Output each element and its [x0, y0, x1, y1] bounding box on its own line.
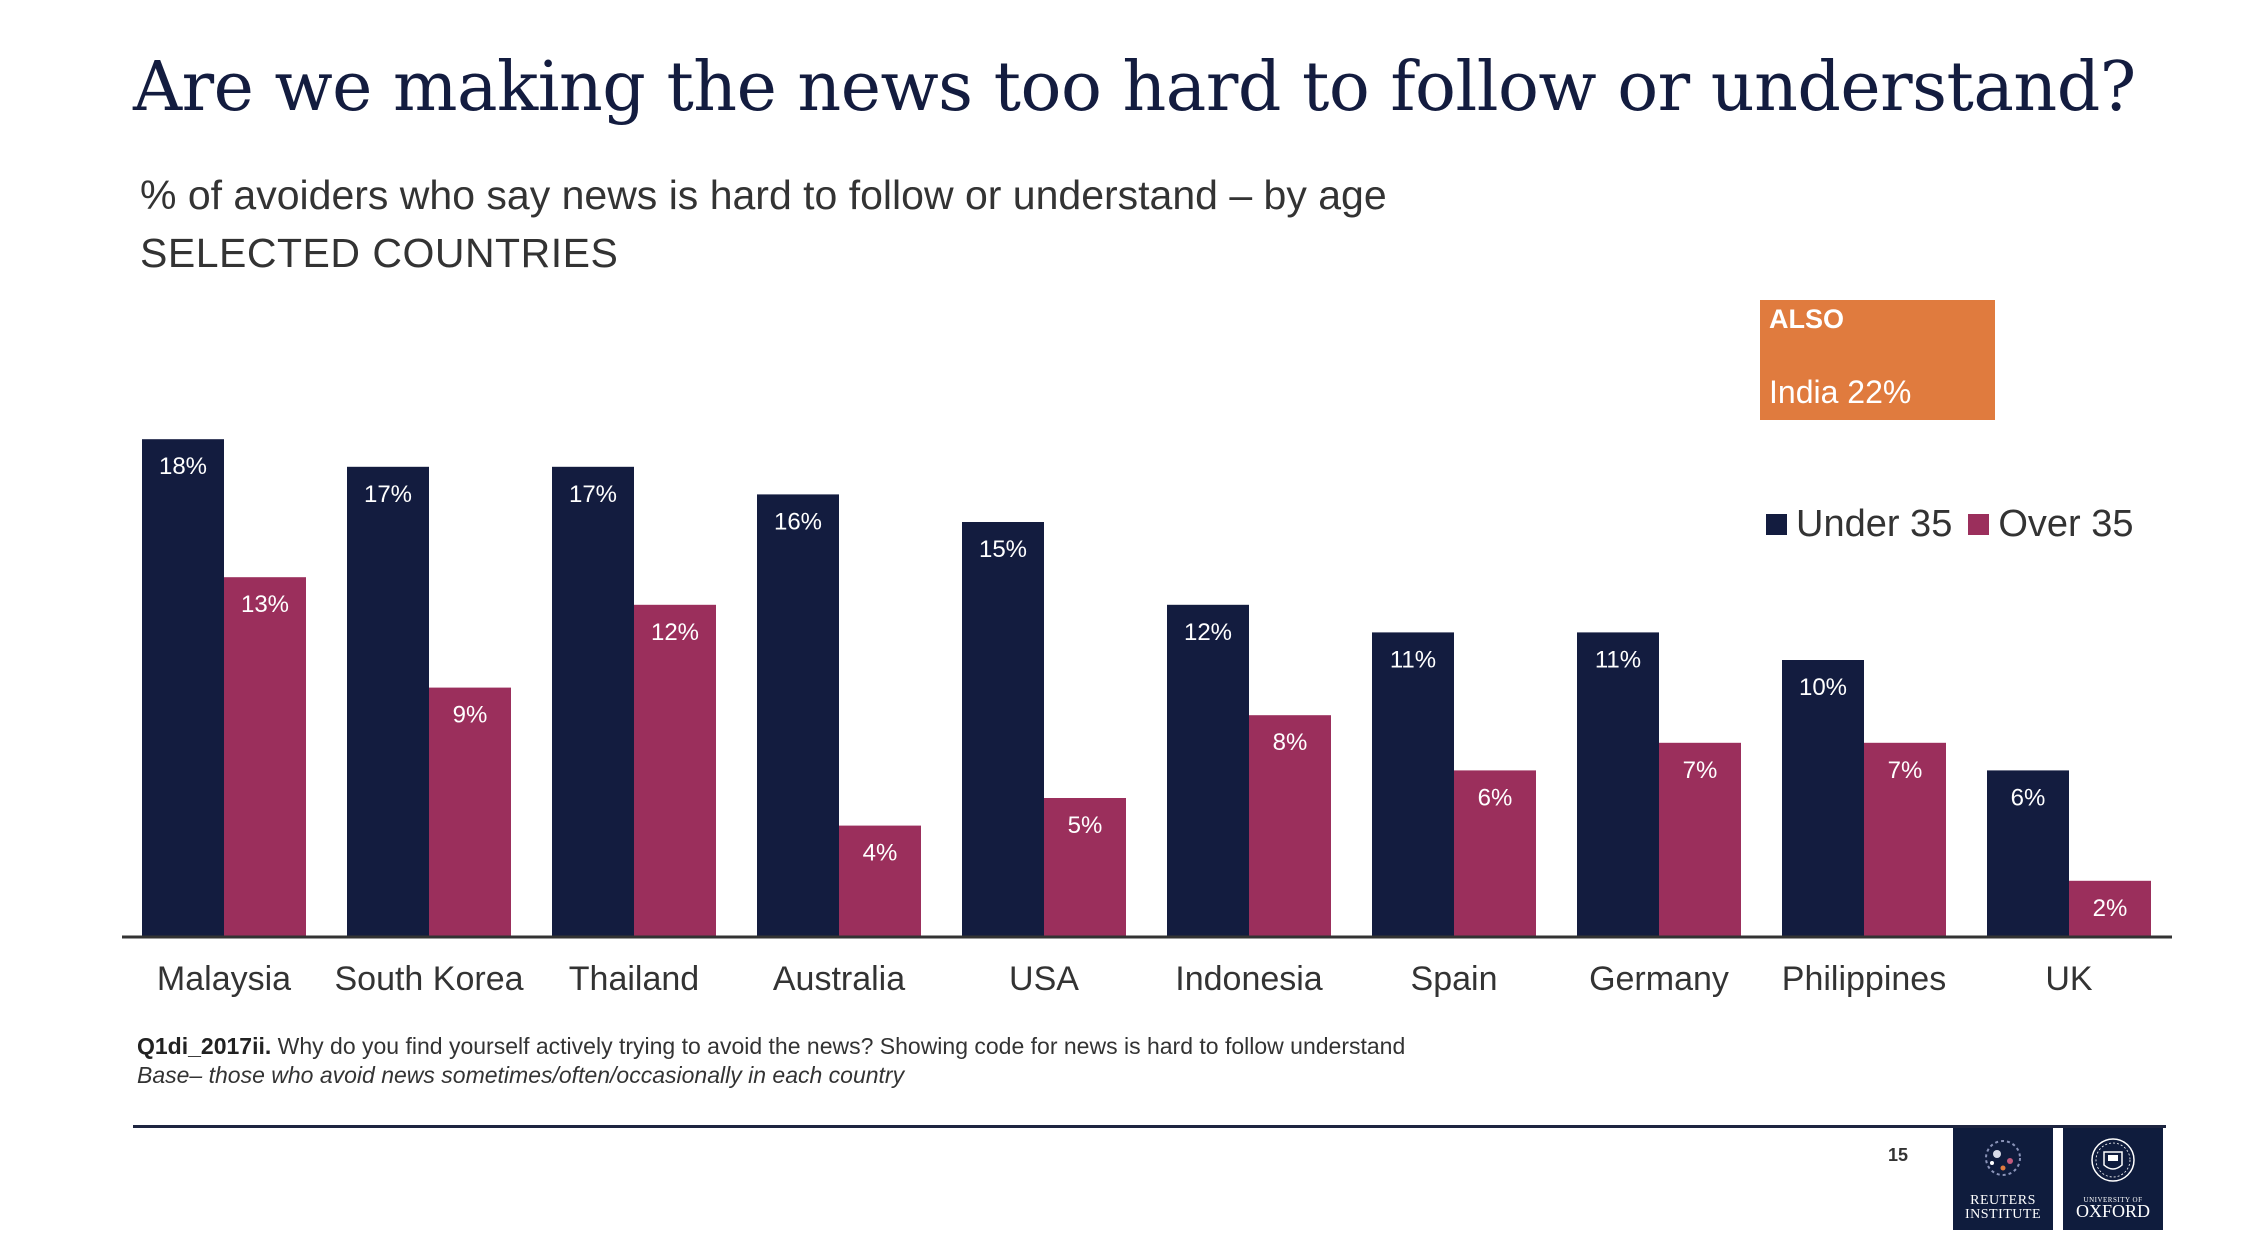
- bar-australia-under-35: [757, 494, 839, 936]
- data-label-indonesia-under-35: 12%: [1184, 619, 1232, 646]
- bar-south-korea-under-35: [347, 466, 429, 936]
- data-label-usa-over-35: 5%: [1068, 812, 1103, 839]
- legend-label-under-35: Under 35: [1796, 503, 1953, 545]
- category-label-south-korea: South Korea: [334, 960, 523, 998]
- category-label-malaysia: Malaysia: [157, 960, 291, 998]
- data-label-usa-under-35: 15%: [979, 536, 1027, 563]
- data-label-south-korea-over-35: 9%: [453, 702, 488, 729]
- chart-legend: Under 35 Over 35: [1766, 503, 2150, 546]
- category-label-uk: UK: [2045, 960, 2093, 998]
- bar-spain-over-35: [1454, 770, 1536, 936]
- category-label-usa: USA: [1009, 960, 1079, 998]
- reuters-logo-line1: REUTERS: [1970, 1193, 2036, 1208]
- data-label-uk-over-35: 2%: [2093, 895, 2128, 922]
- data-label-south-korea-under-35: 17%: [364, 481, 412, 508]
- footnote-question: Q1di_2017ii. Why do you find yourself ac…: [137, 1033, 1405, 1060]
- oxford-logo-small-text: UNIVERSITY OF: [2083, 1196, 2143, 1204]
- data-label-spain-over-35: 6%: [1478, 784, 1513, 811]
- reuters-logo-line2: INSTITUTE: [1964, 1207, 2042, 1222]
- reuters-institute-logo: REUTERS INSTITUTE: [1953, 1128, 2053, 1230]
- data-label-malaysia-under-35: 18%: [159, 453, 207, 480]
- bar-thailand-under-35: [552, 466, 634, 936]
- category-label-australia: Australia: [773, 960, 905, 998]
- bar-malaysia-under-35: [142, 439, 224, 936]
- bar-uk-over-35: [2069, 880, 2151, 936]
- legend-item-over-35: Over 35: [1968, 503, 2134, 546]
- data-label-malaysia-over-35: 13%: [241, 591, 289, 618]
- category-label-philippines: Philippines: [1782, 960, 1946, 998]
- chart-scope-label: SELECTED COUNTRIES: [140, 230, 619, 276]
- data-label-spain-under-35: 11%: [1390, 646, 1436, 673]
- category-label-thailand: Thailand: [569, 960, 699, 998]
- legend-swatch-under-35: [1766, 514, 1787, 535]
- footer-divider: [133, 1125, 2166, 1128]
- legend-swatch-over-35: [1968, 514, 1990, 535]
- data-label-australia-over-35: 4%: [863, 840, 898, 867]
- bar-indonesia-under-35: [1167, 604, 1249, 936]
- footnote-base: Base– those who avoid news sometimes/oft…: [137, 1062, 905, 1088]
- bar-philippines-under-35: [1782, 660, 1864, 936]
- bar-south-korea-over-35: [429, 687, 511, 936]
- bar-germany-under-35: [1577, 632, 1659, 936]
- bar-australia-over-35: [839, 825, 921, 936]
- data-label-uk-under-35: 6%: [2011, 784, 2046, 811]
- bar-usa-over-35: [1044, 798, 1126, 936]
- data-label-indonesia-over-35: 8%: [1273, 729, 1308, 756]
- bar-indonesia-over-35: [1249, 715, 1331, 936]
- data-label-thailand-under-35: 17%: [569, 481, 617, 508]
- university-of-oxford-logo: UNIVERSITY OF OXFORD: [2063, 1128, 2163, 1230]
- also-callout-text: India 22%: [1769, 374, 1912, 410]
- data-label-philippines-under-35: 10%: [1799, 674, 1847, 701]
- data-label-australia-under-35: 16%: [774, 508, 822, 535]
- footnote-code: Q1di_2017ii.: [137, 1033, 272, 1059]
- legend-label-over-35: Over 35: [1998, 503, 2134, 545]
- category-label-germany: Germany: [1589, 960, 1729, 998]
- category-label-indonesia: Indonesia: [1175, 960, 1323, 998]
- category-label-spain: Spain: [1411, 960, 1498, 998]
- page-title: Are we making the news too hard to follo…: [133, 48, 2136, 127]
- bar-philippines-over-35: [1864, 742, 1946, 936]
- also-callout-heading: ALSO: [1769, 304, 1845, 334]
- legend-item-under-35: Under 35: [1766, 503, 1952, 546]
- bar-usa-under-35: [962, 522, 1044, 936]
- bar-thailand-over-35: [634, 604, 716, 936]
- bar-uk-under-35: [1987, 770, 2069, 936]
- also-callout: ALSO India 22%: [1760, 300, 1995, 420]
- footnote-question-text: Why do you find yourself actively trying…: [271, 1033, 1406, 1059]
- chart-subtitle: % of avoiders who say news is hard to fo…: [140, 172, 1387, 218]
- globe-icon: [1985, 1140, 2021, 1176]
- data-label-germany-over-35: 7%: [1683, 757, 1718, 784]
- bar-malaysia-over-35: [224, 577, 306, 936]
- data-label-philippines-over-35: 7%: [1888, 757, 1923, 784]
- data-label-thailand-over-35: 12%: [651, 619, 699, 646]
- page-number: 15: [1887, 1145, 1909, 1165]
- bar-spain-under-35: [1372, 632, 1454, 936]
- data-label-germany-under-35: 11%: [1595, 646, 1641, 673]
- bar-germany-over-35: [1659, 742, 1741, 936]
- oxford-crest-icon: [2091, 1138, 2135, 1182]
- oxford-logo-name: OXFORD: [2075, 1201, 2150, 1221]
